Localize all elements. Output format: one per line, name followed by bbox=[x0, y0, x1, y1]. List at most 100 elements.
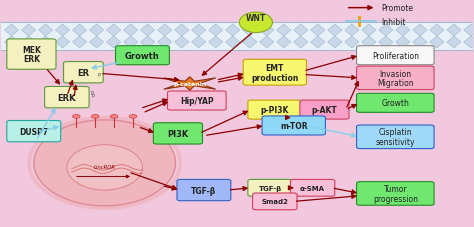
Text: Growth: Growth bbox=[125, 52, 160, 60]
Polygon shape bbox=[430, 25, 444, 37]
Polygon shape bbox=[311, 25, 325, 37]
FancyBboxPatch shape bbox=[356, 126, 434, 149]
Text: MEK
ERK: MEK ERK bbox=[22, 46, 41, 64]
Text: p-AKT: p-AKT bbox=[311, 106, 337, 115]
FancyBboxPatch shape bbox=[177, 180, 231, 201]
Text: Proliferation: Proliferation bbox=[372, 52, 419, 60]
FancyBboxPatch shape bbox=[356, 94, 434, 113]
FancyBboxPatch shape bbox=[356, 67, 434, 90]
Ellipse shape bbox=[67, 145, 143, 190]
Polygon shape bbox=[379, 25, 393, 37]
Polygon shape bbox=[226, 25, 240, 37]
Text: LincROR: LincROR bbox=[94, 164, 116, 169]
Text: Promote: Promote bbox=[381, 4, 413, 13]
Polygon shape bbox=[209, 25, 223, 37]
Polygon shape bbox=[345, 37, 359, 49]
Text: DUSP7: DUSP7 bbox=[19, 127, 48, 136]
Polygon shape bbox=[90, 37, 104, 49]
FancyBboxPatch shape bbox=[7, 40, 56, 70]
Polygon shape bbox=[447, 37, 461, 49]
Polygon shape bbox=[277, 25, 291, 37]
Polygon shape bbox=[191, 25, 206, 37]
PathPatch shape bbox=[164, 77, 216, 91]
Polygon shape bbox=[464, 37, 474, 49]
Polygon shape bbox=[413, 25, 427, 37]
Polygon shape bbox=[447, 25, 461, 37]
Polygon shape bbox=[396, 37, 410, 49]
Polygon shape bbox=[73, 25, 87, 37]
Polygon shape bbox=[413, 37, 427, 49]
FancyBboxPatch shape bbox=[248, 101, 302, 120]
FancyBboxPatch shape bbox=[243, 60, 307, 86]
Polygon shape bbox=[107, 37, 121, 49]
Polygon shape bbox=[38, 25, 53, 37]
Polygon shape bbox=[21, 25, 36, 37]
FancyBboxPatch shape bbox=[248, 180, 292, 196]
Polygon shape bbox=[73, 37, 87, 49]
Polygon shape bbox=[345, 25, 359, 37]
Polygon shape bbox=[464, 25, 474, 37]
FancyBboxPatch shape bbox=[0, 23, 474, 50]
Polygon shape bbox=[243, 37, 257, 49]
FancyBboxPatch shape bbox=[356, 182, 434, 205]
Polygon shape bbox=[226, 37, 240, 49]
FancyBboxPatch shape bbox=[300, 101, 349, 120]
Text: TGF-β: TGF-β bbox=[191, 186, 217, 195]
FancyBboxPatch shape bbox=[154, 123, 202, 144]
Polygon shape bbox=[191, 37, 206, 49]
Text: β-catenin: β-catenin bbox=[173, 82, 206, 87]
Polygon shape bbox=[328, 25, 342, 37]
FancyBboxPatch shape bbox=[64, 62, 103, 84]
Polygon shape bbox=[362, 37, 376, 49]
Text: ER: ER bbox=[77, 68, 90, 77]
Polygon shape bbox=[55, 25, 70, 37]
Text: P: P bbox=[91, 93, 94, 98]
FancyBboxPatch shape bbox=[356, 47, 434, 65]
Circle shape bbox=[73, 115, 80, 119]
FancyBboxPatch shape bbox=[167, 92, 226, 111]
Polygon shape bbox=[260, 37, 274, 49]
Polygon shape bbox=[174, 37, 189, 49]
Polygon shape bbox=[362, 25, 376, 37]
Polygon shape bbox=[294, 37, 308, 49]
Polygon shape bbox=[277, 37, 291, 49]
Polygon shape bbox=[311, 37, 325, 49]
Polygon shape bbox=[38, 37, 53, 49]
Text: α-SMA: α-SMA bbox=[300, 185, 325, 191]
FancyBboxPatch shape bbox=[262, 116, 325, 135]
Text: WNT: WNT bbox=[246, 14, 266, 23]
Polygon shape bbox=[124, 37, 138, 49]
Text: EMT
production: EMT production bbox=[251, 64, 299, 82]
FancyBboxPatch shape bbox=[291, 180, 335, 196]
Text: Cisplatin
sensitivity: Cisplatin sensitivity bbox=[375, 128, 415, 146]
Polygon shape bbox=[141, 25, 155, 37]
Polygon shape bbox=[21, 37, 36, 49]
Circle shape bbox=[110, 115, 118, 119]
Text: P: P bbox=[91, 90, 94, 95]
Ellipse shape bbox=[34, 120, 175, 206]
Polygon shape bbox=[107, 25, 121, 37]
Polygon shape bbox=[243, 25, 257, 37]
Polygon shape bbox=[379, 37, 393, 49]
Polygon shape bbox=[90, 25, 104, 37]
Text: m-TOR: m-TOR bbox=[280, 121, 308, 130]
Text: Hip/YAP: Hip/YAP bbox=[180, 97, 214, 106]
Polygon shape bbox=[396, 25, 410, 37]
Polygon shape bbox=[4, 25, 18, 37]
Polygon shape bbox=[157, 37, 172, 49]
Ellipse shape bbox=[239, 13, 273, 33]
Polygon shape bbox=[260, 25, 274, 37]
Polygon shape bbox=[141, 37, 155, 49]
Polygon shape bbox=[430, 37, 444, 49]
Text: Invasion
Migration: Invasion Migration bbox=[377, 69, 414, 88]
Text: Inhibit: Inhibit bbox=[381, 18, 406, 27]
Polygon shape bbox=[55, 37, 70, 49]
Circle shape bbox=[129, 115, 137, 119]
Polygon shape bbox=[157, 25, 172, 37]
Text: p-PI3K: p-PI3K bbox=[261, 106, 289, 115]
FancyBboxPatch shape bbox=[7, 121, 61, 142]
Polygon shape bbox=[174, 25, 189, 37]
Text: ERK: ERK bbox=[58, 93, 76, 102]
Text: P: P bbox=[98, 72, 101, 77]
FancyBboxPatch shape bbox=[45, 87, 89, 108]
